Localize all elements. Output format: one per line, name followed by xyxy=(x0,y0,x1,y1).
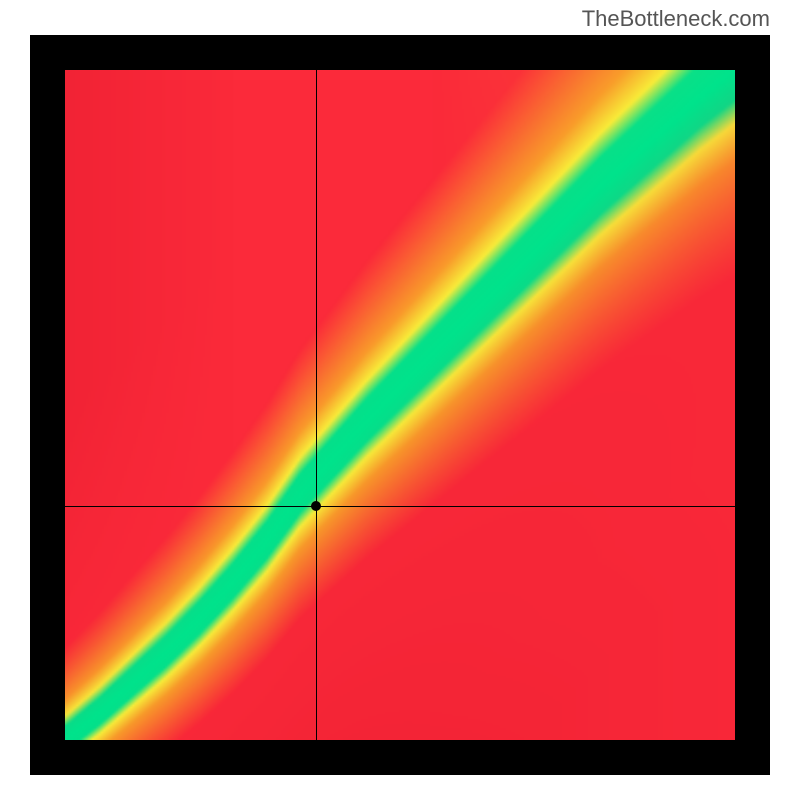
data-point-marker xyxy=(311,501,321,511)
crosshair-vertical xyxy=(316,70,317,740)
chart-container: TheBottleneck.com xyxy=(0,0,800,800)
heatmap-canvas xyxy=(65,70,735,740)
chart-plot-area xyxy=(65,70,735,740)
chart-frame xyxy=(30,35,770,775)
watermark-text: TheBottleneck.com xyxy=(582,6,770,32)
crosshair-horizontal xyxy=(65,506,735,507)
